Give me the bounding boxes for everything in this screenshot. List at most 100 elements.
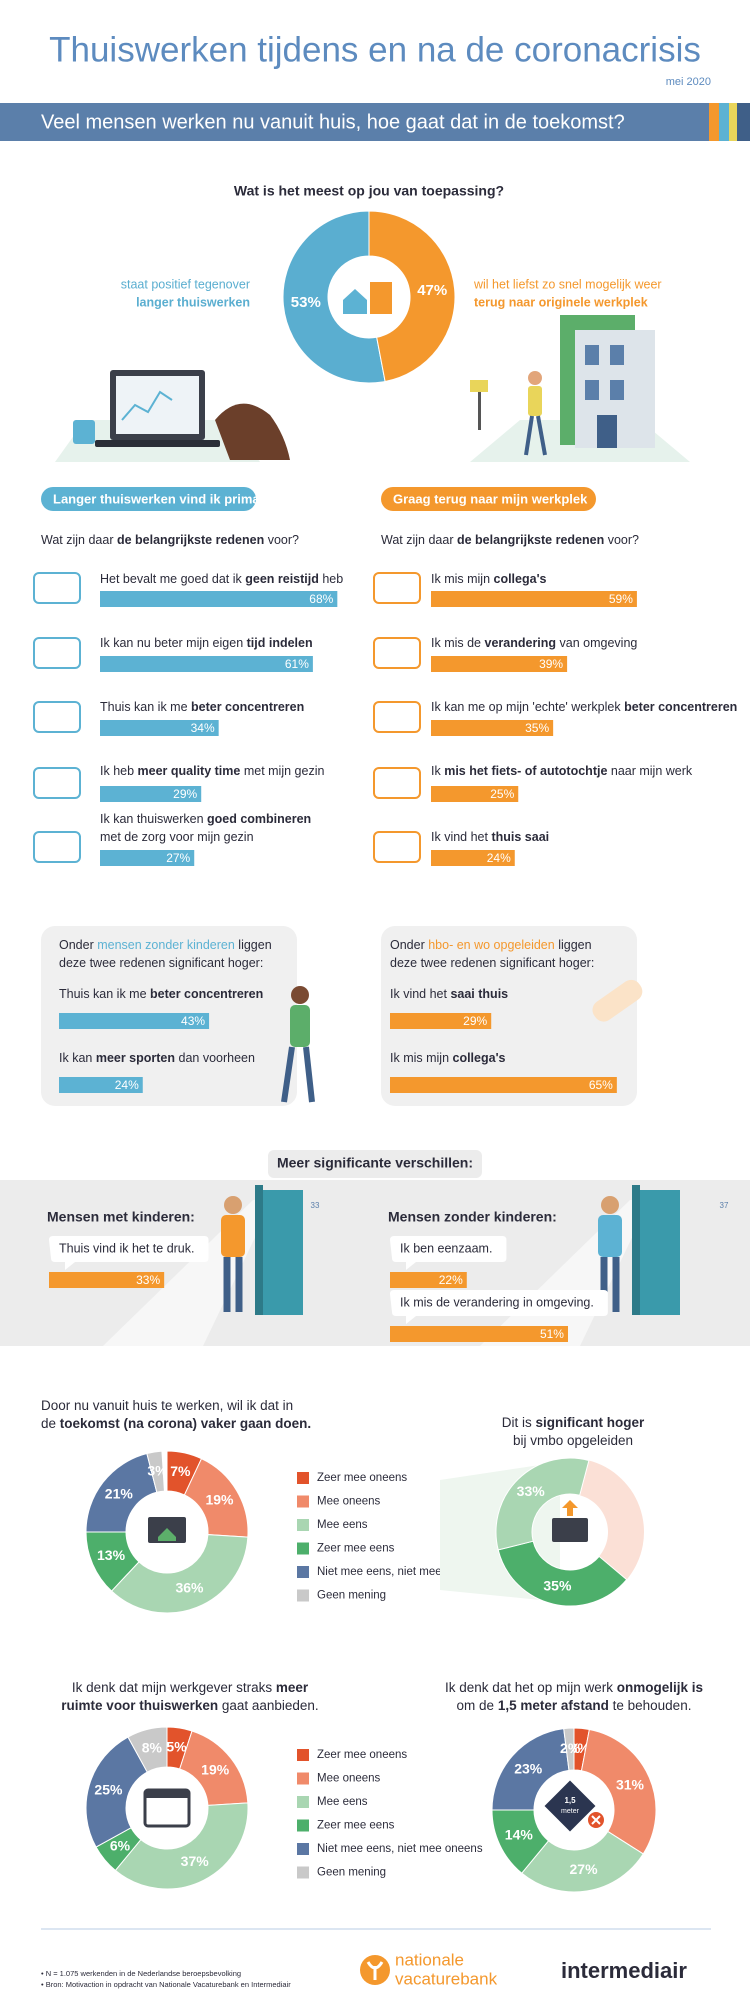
bold-text: ruimte voor thuiswerken bbox=[61, 1698, 218, 1713]
text-line: ruimte voor thuiswerken gaat aanbieden. bbox=[61, 1698, 318, 1713]
text-line: Ik kan me op mijn 'echte' werkplek beter… bbox=[431, 700, 737, 714]
text: Wat zijn daar bbox=[381, 533, 457, 547]
text-line: Ik denk dat mijn werkgever straks meer bbox=[72, 1680, 309, 1695]
text-line: Ik vind het thuis saai bbox=[431, 830, 549, 844]
person-body bbox=[598, 1215, 622, 1257]
bar bbox=[100, 656, 313, 672]
door-frame bbox=[255, 1185, 263, 1315]
text-line: Ik mis het fiets- of autotochtje naar mi… bbox=[431, 764, 693, 778]
bar bbox=[59, 1077, 143, 1093]
text: Ik mis mijn bbox=[390, 1051, 453, 1065]
icon-text: 1,5 bbox=[564, 1796, 576, 1805]
text: Het bevalt me goed dat ik bbox=[100, 572, 245, 586]
reason-icon bbox=[33, 831, 81, 863]
legend-label: Mee oneens bbox=[317, 1496, 381, 1508]
legend-label: Zeer mee eens bbox=[317, 1543, 395, 1555]
text-line: Het bevalt me goed dat ik geen reistijd … bbox=[100, 572, 343, 586]
calendar-top bbox=[145, 1790, 189, 1798]
bar-label: 65% bbox=[589, 1078, 613, 1092]
text: Wat zijn daar bbox=[41, 533, 117, 547]
person-head bbox=[291, 986, 309, 1004]
person-body bbox=[290, 1005, 310, 1047]
text: bij vmbo opgeleiden bbox=[513, 1433, 633, 1448]
donut-segment bbox=[491, 1728, 570, 1811]
text: Thuis kan ik me bbox=[100, 700, 191, 714]
fade-ring bbox=[576, 1459, 645, 1580]
bar bbox=[431, 591, 637, 607]
bar-label: 61% bbox=[285, 657, 309, 671]
segment-label: 37% bbox=[181, 1853, 210, 1869]
text: Dit is bbox=[502, 1415, 536, 1430]
text: deze twee redenen significant hoger: bbox=[59, 956, 263, 970]
door-frame bbox=[632, 1185, 640, 1315]
text: Ik kan nu beter mijn eigen bbox=[100, 636, 247, 650]
text-line: Ik kan meer sporten dan voorheen bbox=[59, 1051, 255, 1065]
reason-icon bbox=[33, 767, 81, 799]
section-pill bbox=[41, 487, 256, 511]
house-icon bbox=[343, 289, 367, 314]
bar-label: 51% bbox=[540, 1327, 564, 1341]
segment-label: 25% bbox=[94, 1782, 123, 1798]
bold-text: collega's bbox=[494, 572, 547, 586]
legend-swatch bbox=[297, 1843, 309, 1855]
legend-swatch bbox=[297, 1819, 309, 1832]
bar bbox=[49, 1272, 165, 1288]
legend-label: Mee eens bbox=[317, 1796, 368, 1808]
bar-label: 34% bbox=[191, 721, 215, 735]
segment-label: 5% bbox=[166, 1738, 187, 1754]
banner-stripe bbox=[709, 103, 719, 141]
bar bbox=[390, 1013, 492, 1029]
bold-text: goed combineren bbox=[207, 812, 311, 826]
bold-text: beter concentreren bbox=[191, 700, 304, 714]
donut-center bbox=[328, 256, 410, 338]
text-line: Onder hbo- en wo opgeleiden liggen bbox=[390, 938, 592, 952]
text: met de zorg voor mijn gezin bbox=[100, 830, 254, 844]
bold-text: significant hoger bbox=[535, 1415, 645, 1430]
bar bbox=[390, 1326, 568, 1342]
bold-text: thuis saai bbox=[491, 830, 549, 844]
text: van omgeving bbox=[556, 636, 637, 650]
bold-text: toekomst (na corona) vaker gaan doen. bbox=[60, 1416, 311, 1431]
text-line: bij vmbo opgeleiden bbox=[513, 1433, 633, 1448]
legend-swatch bbox=[297, 1519, 309, 1531]
segment-label: 36% bbox=[175, 1579, 204, 1595]
reason-icon bbox=[33, 637, 81, 669]
door-number: 37 bbox=[720, 1201, 729, 1210]
legend-swatch bbox=[297, 1495, 309, 1508]
legend-swatch bbox=[297, 1589, 309, 1602]
segment-label: 31% bbox=[616, 1776, 645, 1792]
banner-stripe bbox=[737, 103, 750, 141]
text: gaat aanbieden. bbox=[218, 1698, 319, 1713]
text-line: om de 1,5 meter afstand te behouden. bbox=[457, 1698, 692, 1713]
bar bbox=[100, 591, 338, 607]
person-head bbox=[224, 1196, 242, 1214]
legend-label: Zeer mee eens bbox=[317, 1820, 395, 1832]
legend-label: Niet mee eens, niet mee oneens bbox=[317, 1843, 483, 1855]
donut-segment bbox=[146, 1450, 165, 1493]
bold-text: beter concentreren bbox=[150, 987, 263, 1001]
text: liggen bbox=[555, 938, 592, 952]
text: Ik vind het bbox=[431, 830, 491, 844]
text: te behouden. bbox=[609, 1698, 692, 1713]
bar-label: 27% bbox=[166, 851, 190, 865]
text: met mijn gezin bbox=[240, 764, 324, 778]
text-line: deze twee redenen significant hoger: bbox=[390, 956, 594, 970]
bold-text: beter concentreren bbox=[624, 700, 737, 714]
segment-label: 2% bbox=[560, 1740, 581, 1756]
bold-text: geen reistijd bbox=[245, 572, 319, 586]
poll-right-text: wil het liefst zo snel mogelijk weer bbox=[473, 277, 662, 291]
logo-left: nationale bbox=[395, 1950, 464, 1969]
bar-label: 68% bbox=[309, 592, 333, 606]
bar-label: 25% bbox=[490, 787, 514, 801]
logo-right: intermediair bbox=[561, 1958, 687, 1983]
logo-mark bbox=[366, 1961, 384, 1980]
text: heb bbox=[319, 572, 343, 586]
bar bbox=[100, 786, 202, 802]
bubble-text: Thuis vind ik het te druk. bbox=[59, 1241, 194, 1255]
text-line: Ik denk dat het op mijn werk onmogelijk … bbox=[445, 1680, 703, 1695]
donut-segment bbox=[521, 1830, 644, 1893]
building-icon bbox=[370, 282, 392, 314]
text-line: de toekomst (na corona) vaker gaan doen. bbox=[41, 1416, 311, 1431]
legend-label: Mee eens bbox=[317, 1519, 368, 1531]
text: dan voorheen bbox=[175, 1051, 255, 1065]
